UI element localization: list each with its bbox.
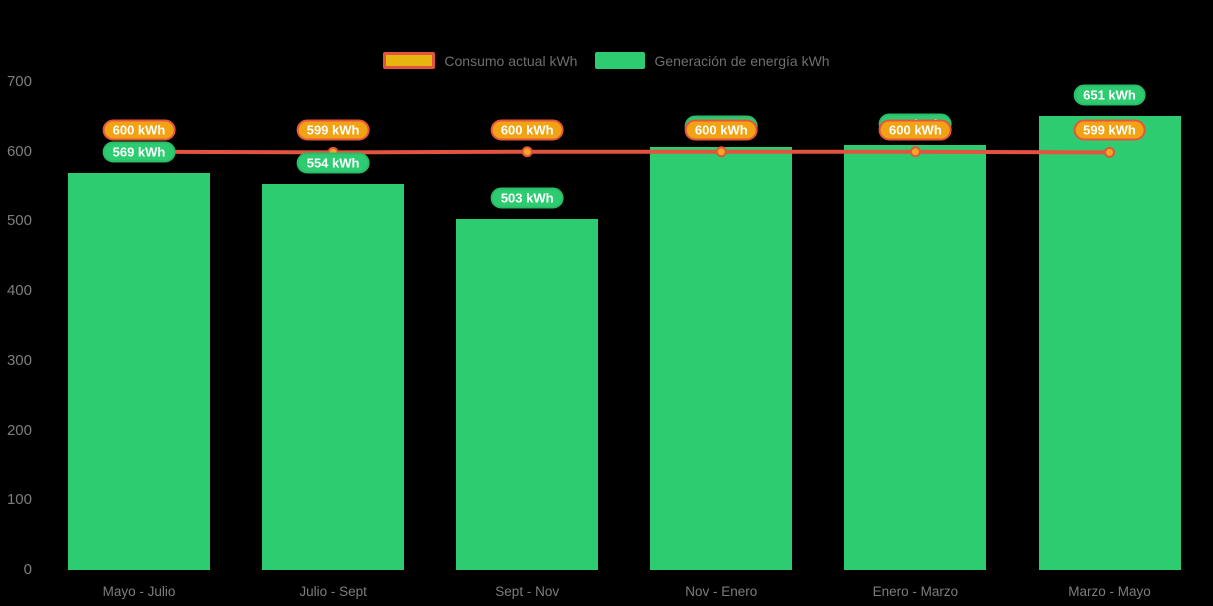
trend-line bbox=[138, 149, 1110, 155]
consumption-value-label: 600 kWh bbox=[684, 119, 758, 141]
consumption-swatch-icon bbox=[383, 52, 436, 69]
generation-bar bbox=[68, 173, 210, 570]
legend-item-consumption[interactable]: Consumo actual kWh bbox=[383, 52, 577, 69]
generation-bar bbox=[456, 219, 599, 570]
legend-label-consumption: Consumo actual kWh bbox=[444, 52, 578, 69]
generation-value-label: 554 kWh bbox=[296, 152, 370, 174]
x-axis-label: Mayo - Julio bbox=[102, 584, 176, 599]
chart-legend: Consumo actual kWh Generación de energía… bbox=[0, 52, 1213, 69]
y-tick-label: 500 bbox=[6, 212, 32, 230]
y-tick-label: 600 bbox=[6, 142, 32, 160]
generation-value-label: 651 kWh bbox=[1073, 84, 1146, 106]
x-axis-label: Julio - Sept bbox=[299, 584, 367, 599]
x-axis-label: Nov - Enero bbox=[685, 584, 758, 599]
y-tick-label: 100 bbox=[6, 491, 32, 509]
line-marker bbox=[1104, 146, 1115, 158]
line-marker bbox=[715, 146, 727, 158]
generation-bar bbox=[262, 183, 405, 570]
consumption-value-label: 599 kWh bbox=[1073, 119, 1146, 141]
line-marker bbox=[909, 146, 921, 158]
y-tick-label: 0 bbox=[23, 561, 32, 578]
y-tick-label: 700 bbox=[6, 73, 32, 90]
y-tick-label: 300 bbox=[6, 351, 32, 369]
generation-bar bbox=[844, 144, 987, 570]
line-marker bbox=[521, 146, 533, 158]
y-tick-label: 400 bbox=[6, 282, 32, 300]
consumption-value-label: 600 kWh bbox=[879, 119, 952, 141]
legend-label-generation: Generación de energía kWh bbox=[654, 52, 830, 69]
generation-bar bbox=[1038, 116, 1181, 570]
x-axis-label: Marzo - Mayo bbox=[1068, 584, 1151, 599]
consumption-value-label: 600 kWh bbox=[102, 119, 176, 141]
generation-bar bbox=[650, 146, 793, 570]
generation-value-label: 503 kWh bbox=[490, 187, 564, 209]
x-axis-label: Enero - Marzo bbox=[872, 584, 959, 599]
generation-swatch-icon bbox=[595, 52, 646, 69]
y-tick-label: 200 bbox=[6, 421, 32, 439]
x-axis-label: Sept - Nov bbox=[495, 584, 560, 599]
generation-value-label: 569 kWh bbox=[102, 141, 176, 163]
consumption-value-label: 600 kWh bbox=[490, 119, 564, 141]
consumption-value-label: 599 kWh bbox=[296, 119, 370, 141]
legend-item-generation[interactable]: Generación de energía kWh bbox=[595, 52, 830, 69]
